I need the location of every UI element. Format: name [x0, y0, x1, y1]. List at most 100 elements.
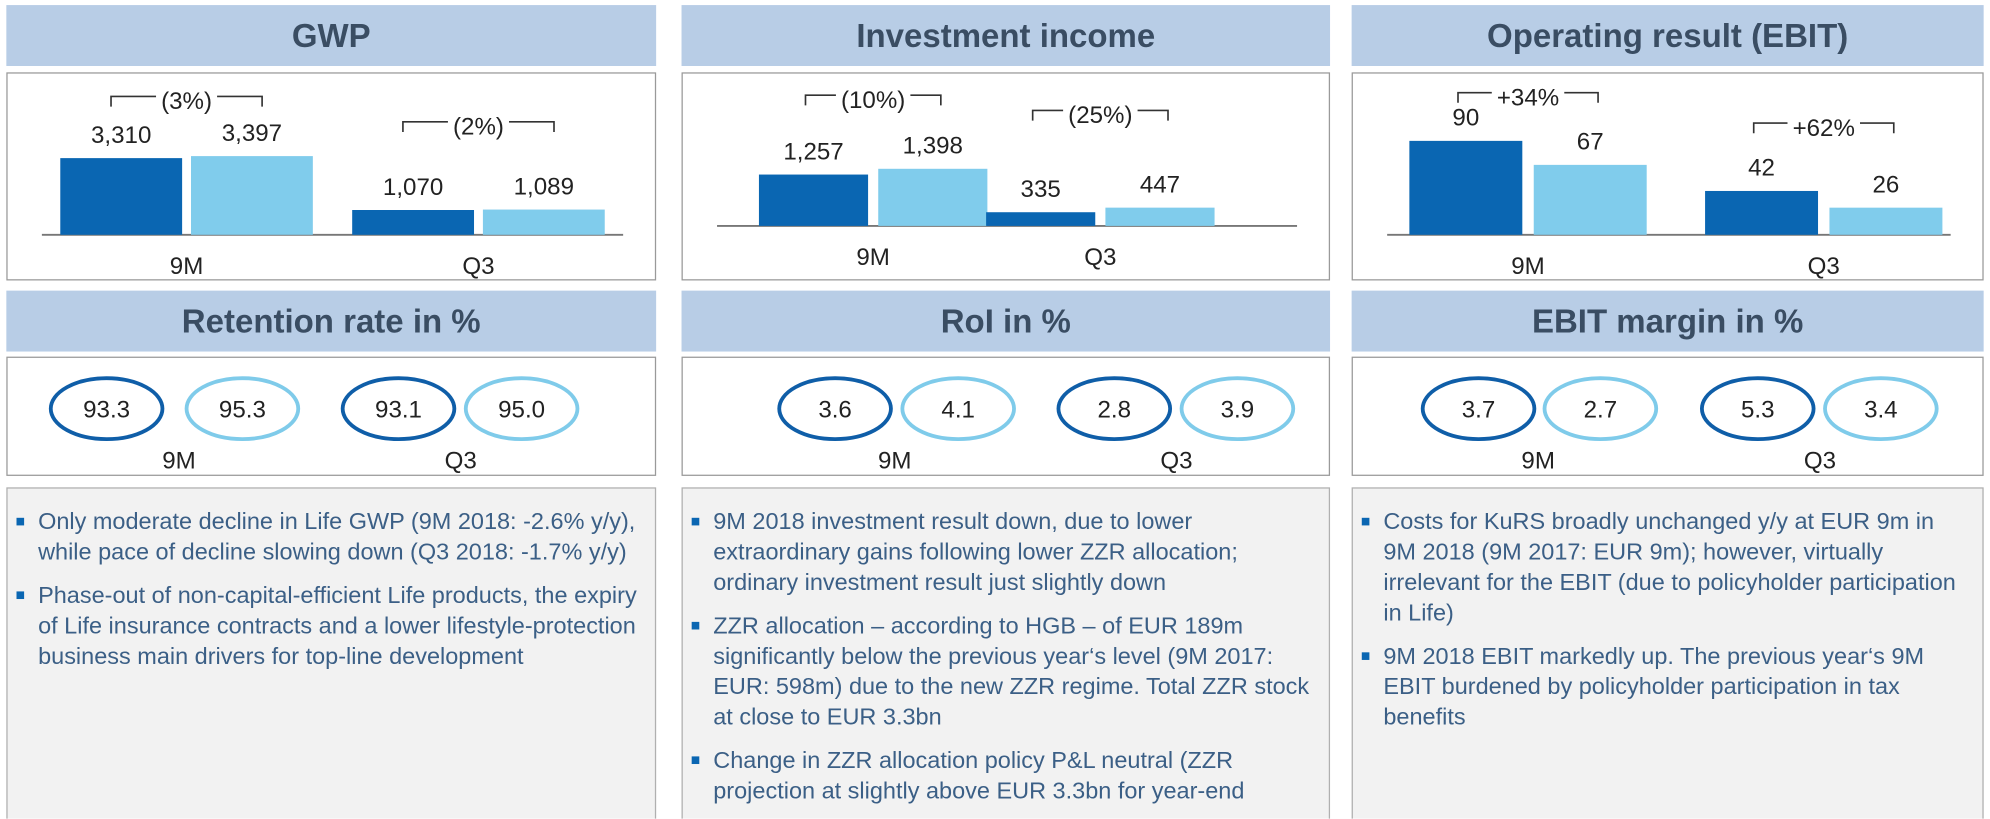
notes-box: 9M 2018 investment result down, due to l… [681, 487, 1331, 819]
x-tick-label: 9M [170, 253, 204, 280]
panel-header: RoI in % [681, 290, 1331, 352]
kpi-ellipse [184, 376, 301, 442]
bar-chart: 90 67 9M +34% 42 26 Q3 +62% [1387, 84, 1951, 280]
panel-header: Operating result (EBIT) [1351, 5, 1984, 66]
bar [1829, 207, 1943, 235]
bullet-text: Phase-out of non-capital-efficient Life … [16, 580, 640, 671]
bar [878, 168, 988, 226]
kpi-value: 95.3 [219, 397, 266, 424]
x-tick-label: Q3 [1084, 244, 1116, 271]
bracket [402, 121, 555, 132]
bar [60, 158, 183, 235]
kpi-ellipse [900, 376, 1016, 442]
bar [352, 210, 475, 235]
kpi-ellipse [1420, 376, 1537, 442]
x-tick-label: Q3 [1808, 253, 1840, 280]
chart-box: 1,257 1,398 9M (10%) 335 447 Q3 (25%) [681, 72, 1331, 281]
kpi-ellipse [463, 376, 580, 442]
bullet-text: 9M 2018 investment result down, due to l… [691, 506, 1313, 597]
kpi-ellipse [777, 376, 893, 442]
kpi-value: 3.9 [1221, 397, 1255, 424]
kpi-value: 2.8 [1098, 397, 1132, 424]
bracket [1752, 122, 1895, 134]
chart-box: 3,310 3,397 9M (3%) 1,070 1,089 Q3 (2%) [6, 72, 657, 281]
panel-header: Retention rate in % [6, 290, 657, 352]
bracket [1457, 91, 1599, 103]
change-annotation: (25%) [1068, 102, 1132, 129]
kpi-value: 3.4 [1864, 397, 1898, 424]
bar [758, 174, 869, 226]
kpi-value: 93.3 [83, 397, 130, 424]
bar [1105, 207, 1215, 226]
bar [1705, 190, 1819, 235]
value-label: 42 [1748, 155, 1775, 182]
chart-box: 90 67 9M +34% 42 26 Q3 +62% [1351, 72, 1984, 281]
kpi-value: 95.0 [498, 397, 545, 424]
kpi-ellipse [1823, 376, 1939, 442]
change-annotation: (3%) [161, 88, 212, 115]
kpi-graphic: 3.7 2.7 9M 5.3 3.4 Q3 [1420, 376, 1939, 474]
change-annotation: (10%) [841, 87, 905, 114]
kpi-box: 3.6 4.1 9M 2.8 3.9 Q3 [681, 356, 1331, 476]
kpi-graphic: 93.3 95.3 9M 93.1 95.0 Q3 [48, 376, 580, 474]
bar [191, 156, 313, 235]
kpi-value: 4.1 [941, 397, 975, 424]
kpi-group-label: 9M [162, 447, 196, 474]
bullet-list: Only moderate decline in Life GWP (9M 20… [8, 489, 655, 672]
bullet-text: 9M 2018 EBIT markedly up. The previous y… [1361, 641, 1967, 732]
kpi-graphic: 3.6 4.1 9M 2.8 3.9 Q3 [777, 376, 1296, 474]
panel-header: EBIT margin in % [1351, 290, 1984, 352]
value-label: 1,257 [783, 138, 843, 165]
bar-chart: 3,310 3,397 9M (3%) 1,070 1,089 Q3 (2%) [41, 88, 624, 280]
kpi-value: 3.6 [818, 397, 852, 424]
kpi-value: 2.7 [1584, 397, 1618, 424]
bracket [804, 94, 942, 106]
bullet-text: Change in ZZR allocation policy P&L neut… [691, 745, 1313, 806]
kpi-value: 3.7 [1462, 397, 1496, 424]
bullet-text: ZZR allocation – according to HGB – of E… [691, 610, 1313, 732]
bar [482, 209, 605, 235]
kpi-group-label: 9M [878, 447, 911, 474]
value-label: 1,089 [514, 173, 574, 200]
bar [1533, 164, 1647, 235]
kpi-ellipse [1179, 376, 1296, 442]
bracket [1031, 109, 1169, 121]
panel-header: Investment income [681, 5, 1331, 66]
kpi-ellipse [340, 376, 457, 442]
value-label: 1,398 [903, 133, 963, 160]
kpi-ellipse [1699, 376, 1816, 442]
kpi-ellipse [1542, 376, 1659, 442]
bullet-text: Only moderate decline in Life GWP (9M 20… [16, 506, 640, 567]
value-label: 67 [1577, 129, 1604, 156]
bar [1409, 140, 1523, 235]
bar-chart: 1,257 1,398 9M (10%) 335 447 Q3 (25%) [717, 87, 1298, 271]
bullet-text: Costs for KuRS broadly unchanged y/y at … [1361, 506, 1967, 628]
bullet-list: 9M 2018 investment result down, due to l… [683, 489, 1329, 806]
kpi-ellipse [48, 376, 165, 442]
kpi-box: 93.3 95.3 9M 93.1 95.0 Q3 [6, 356, 657, 476]
value-label: 3,397 [222, 120, 282, 147]
kpi-group-label: Q3 [445, 447, 477, 474]
kpi-group-label: Q3 [1160, 447, 1192, 474]
notes-box: Costs for KuRS broadly unchanged y/y at … [1351, 487, 1984, 819]
kpi-value: 93.1 [375, 397, 422, 424]
value-label: 26 [1873, 171, 1900, 198]
value-label: 1,070 [383, 174, 443, 201]
value-label: 3,310 [91, 122, 151, 149]
bracket [110, 95, 263, 107]
kpi-ellipse [1056, 376, 1173, 442]
notes-box: Only moderate decline in Life GWP (9M 20… [6, 487, 657, 819]
kpi-box: 3.7 2.7 9M 5.3 3.4 Q3 [1351, 356, 1984, 476]
kpi-group-label: Q3 [1804, 447, 1836, 474]
x-tick-label: 9M [856, 244, 890, 271]
value-label: 335 [1021, 176, 1061, 203]
x-tick-label: 9M [1511, 253, 1544, 280]
panel-header: GWP [6, 5, 657, 66]
value-label: 90 [1452, 105, 1479, 132]
bullet-list: Costs for KuRS broadly unchanged y/y at … [1353, 489, 1982, 733]
change-annotation: +62% [1793, 115, 1855, 142]
kpi-value: 5.3 [1741, 397, 1775, 424]
change-annotation: +34% [1497, 84, 1559, 111]
